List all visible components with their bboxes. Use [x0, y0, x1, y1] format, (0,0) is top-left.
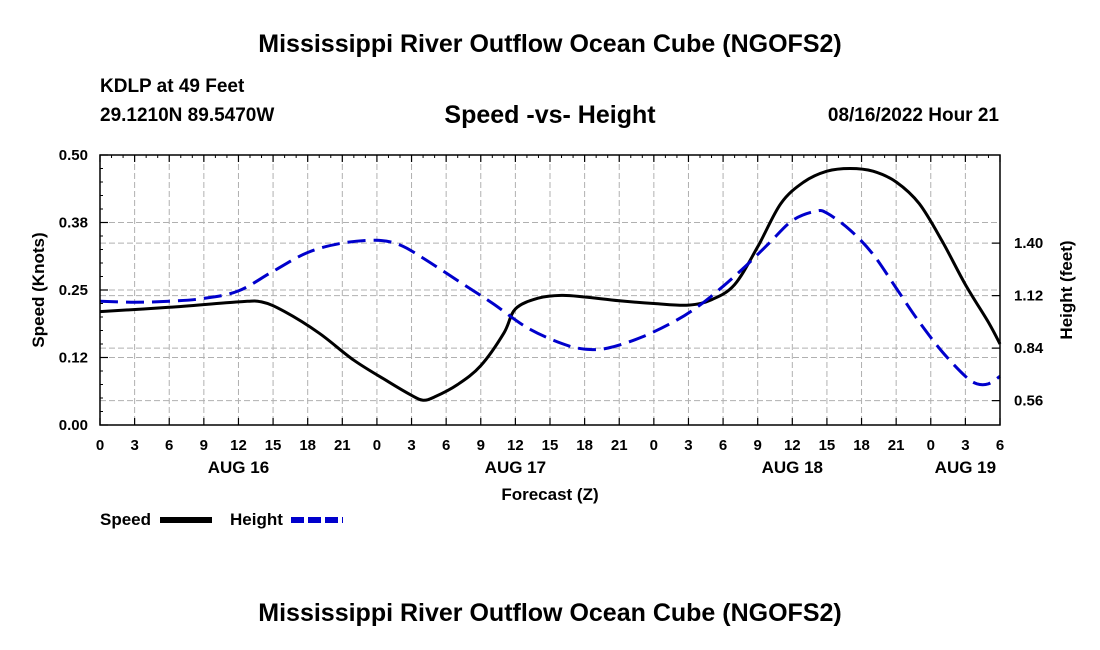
x-tick-label: 9 — [754, 437, 762, 454]
x-tick-label: 21 — [888, 437, 905, 454]
chart-subtitle: Speed -vs- Height — [444, 101, 656, 129]
y-left-tick-label: 0.00 — [59, 417, 88, 434]
x-tick-label: 0 — [927, 437, 935, 454]
x-tick-label: 15 — [265, 437, 282, 454]
y-left-tick-label: 0.50 — [59, 147, 88, 164]
x-tick-label: 6 — [719, 437, 727, 454]
x-tick-label: 3 — [130, 437, 138, 454]
y-left-tick-label: 0.38 — [59, 215, 88, 232]
x-tick-label: 0 — [650, 437, 658, 454]
series-line-speed — [99, 167, 1002, 402]
x-tick-label: 15 — [819, 437, 836, 454]
legend-label-speed: Speed — [100, 510, 151, 529]
x-tick-label: 6 — [996, 437, 1004, 454]
y-right-tick-label: 1.12 — [1014, 288, 1043, 305]
y-axis-right-label: Height (feet) — [1057, 240, 1076, 339]
y-left-tick-label: 0.12 — [59, 350, 88, 367]
x-tick-label: 0 — [96, 437, 104, 454]
x-tick-label: 12 — [507, 437, 524, 454]
date-label: AUG 17 — [485, 458, 546, 477]
series-line-height — [99, 208, 1001, 387]
station-label: KDLP at 49 Feet — [100, 76, 245, 97]
x-axis-label: Forecast (Z) — [501, 485, 598, 504]
x-tick-label: 12 — [230, 437, 247, 454]
x-tick-label: 18 — [576, 437, 593, 454]
x-tick-label: 9 — [477, 437, 485, 454]
x-tick-label: 12 — [784, 437, 801, 454]
x-tick-label: 6 — [442, 437, 450, 454]
y-right-tick-label: 0.56 — [1014, 393, 1043, 410]
x-tick-label: 0 — [373, 437, 381, 454]
y-axis-left-label: Speed (Knots) — [29, 232, 48, 347]
y-right-tick-label: 1.40 — [1014, 235, 1043, 252]
grid — [99, 154, 1001, 426]
x-tick-label: 3 — [407, 437, 415, 454]
date-label: AUG 19 — [935, 458, 996, 477]
legend-label-height: Height — [230, 510, 283, 529]
x-tick-label: 18 — [299, 437, 316, 454]
date-label: AUG 16 — [208, 458, 269, 477]
series-lines — [99, 167, 1002, 402]
x-tick-label: 6 — [165, 437, 173, 454]
x-tick-label: 21 — [334, 437, 351, 454]
x-tick-label: 18 — [853, 437, 870, 454]
x-tick-label: 9 — [200, 437, 208, 454]
coordinates-label: 29.1210N 89.5470W — [100, 105, 275, 126]
repeated-chart-title: Mississippi River Outflow Ocean Cube (NG… — [258, 599, 842, 627]
axis-ticks: 0 3 6 9 12 15 18 21 0 3 6 9 12 15 18 21 0 3 6 9 12 15 18 21 0 3 6A… — [59, 147, 1044, 477]
x-tick-label: 3 — [684, 437, 692, 454]
legend: Speed Height — [100, 510, 343, 529]
chart-title: Mississippi River Outflow Ocean Cube (NG… — [258, 30, 842, 58]
x-tick-label: 15 — [542, 437, 559, 454]
date-label: AUG 18 — [762, 458, 823, 477]
y-right-tick-label: 0.84 — [1014, 340, 1044, 357]
y-left-tick-label: 0.25 — [59, 282, 88, 299]
x-tick-label: 21 — [611, 437, 628, 454]
x-tick-label: 3 — [961, 437, 969, 454]
forecast-datetime: 08/16/2022 Hour 21 — [827, 105, 999, 126]
